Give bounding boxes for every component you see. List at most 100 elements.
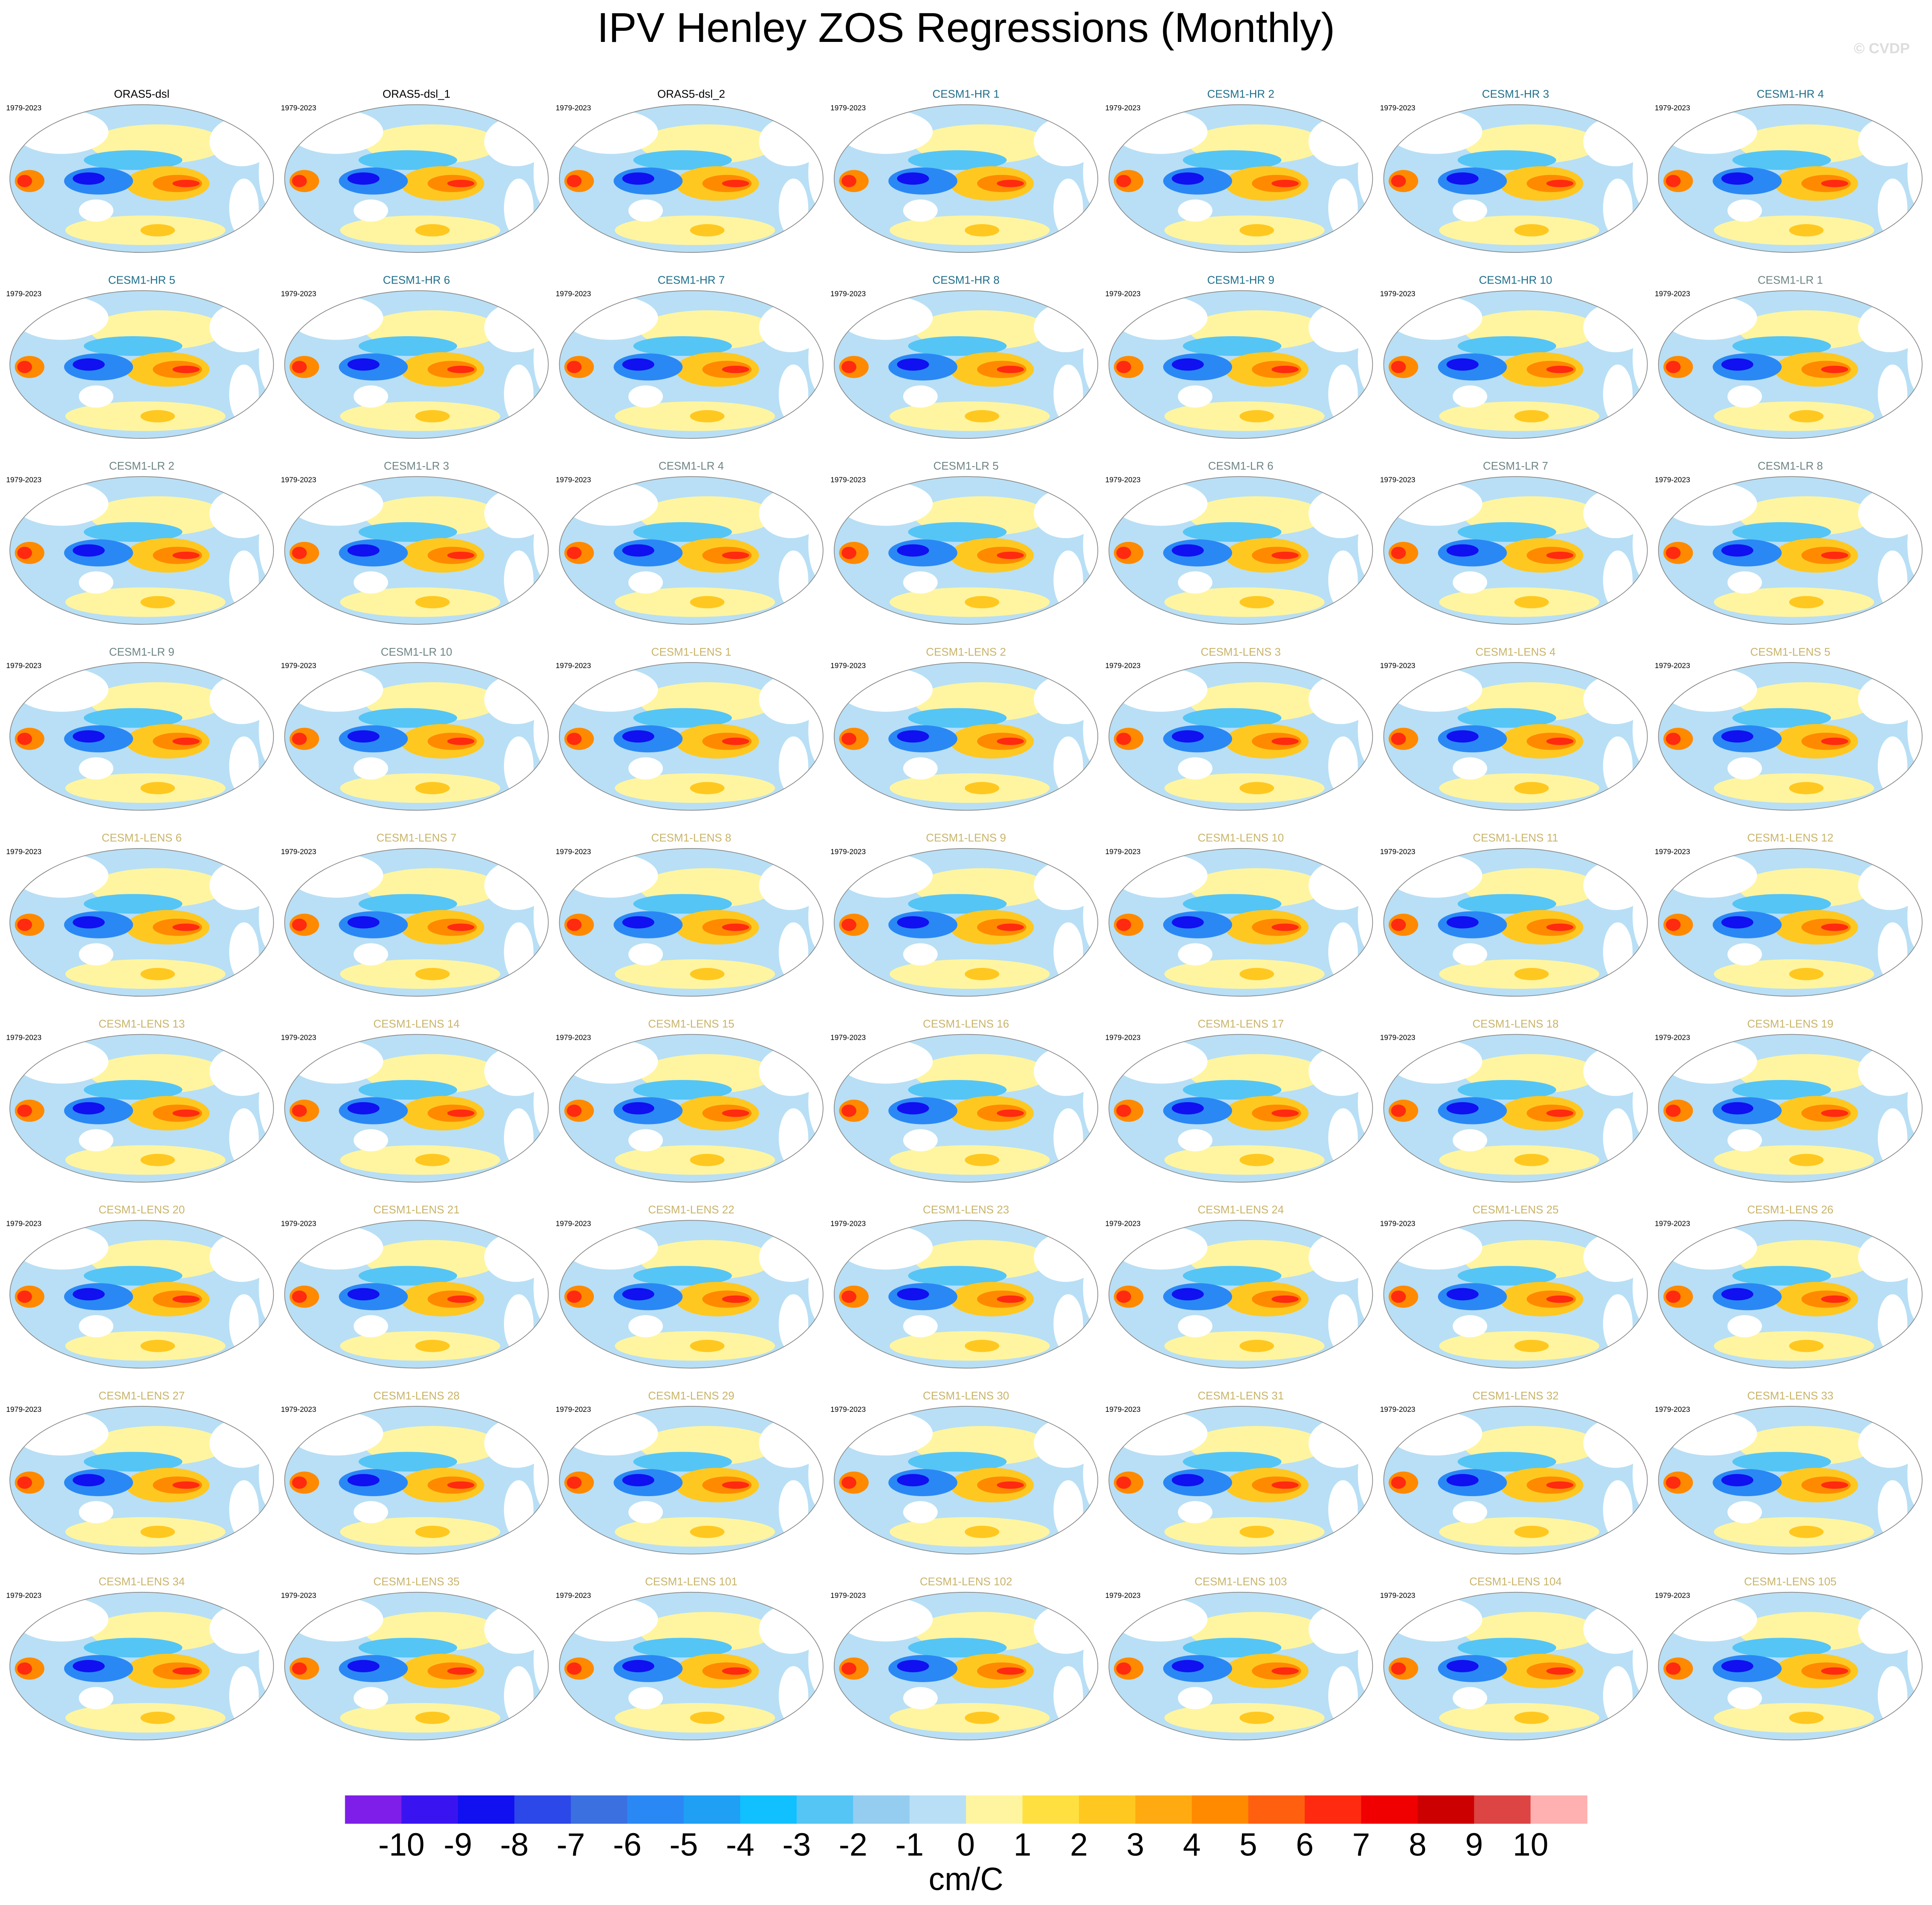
map-panel: CESM1-HR 9 1979-2023 [1105, 274, 1387, 438]
panel-title: ORAS5-dsl_1 [382, 89, 450, 101]
colorbar-box [1022, 1795, 1079, 1824]
map [834, 105, 1113, 252]
colorbar-box [1135, 1795, 1192, 1824]
panel-period: 1979-2023 [1105, 847, 1141, 856]
panel-period: 1979-2023 [6, 475, 41, 484]
panel-period: 1979-2023 [1655, 1591, 1690, 1600]
panel-period: 1979-2023 [830, 847, 866, 856]
panel-title: CESM1-LENS 10 [1197, 832, 1284, 844]
colorbar-box [910, 1795, 966, 1824]
colorbar-box [740, 1795, 797, 1824]
map [284, 663, 563, 810]
colorbar-tick-label: -4 [726, 1826, 755, 1862]
map-panel: CESM1-LENS 20 1979-2023 [6, 1204, 288, 1368]
panel-title: CESM1-LENS 24 [1197, 1204, 1284, 1216]
map [284, 290, 563, 438]
panel-period: 1979-2023 [6, 1405, 41, 1414]
colorbar-tick-label: 8 [1409, 1826, 1427, 1862]
map [1384, 1220, 1662, 1368]
panel-title: CESM1-LENS 9 [926, 832, 1006, 844]
panel-title: CESM1-LENS 104 [1470, 1576, 1562, 1588]
map [10, 476, 288, 624]
map-panel: CESM1-LR 3 1979-2023 [281, 460, 563, 624]
map [560, 1220, 838, 1368]
panel-title: CESM1-LENS 103 [1194, 1576, 1287, 1588]
colorbar-box [853, 1795, 910, 1824]
map-panel: CESM1-LR 7 1979-2023 [1380, 460, 1662, 624]
panel-period: 1979-2023 [1105, 290, 1141, 298]
panel-title: CESM1-LENS 28 [373, 1390, 460, 1402]
map [1109, 476, 1387, 624]
panel-title: CESM1-LENS 5 [1750, 646, 1830, 658]
colorbar-tick-label: -10 [378, 1826, 424, 1862]
panel-period: 1979-2023 [1655, 475, 1690, 484]
panel-period: 1979-2023 [281, 1219, 317, 1228]
map-panel: CESM1-LENS 25 1979-2023 [1380, 1204, 1662, 1368]
panel-period: 1979-2023 [830, 1033, 866, 1042]
colorbar-tick-label: -2 [839, 1826, 868, 1862]
panel-title: CESM1-LENS 13 [98, 1018, 185, 1030]
panel-title: CESM1-LENS 29 [648, 1390, 735, 1402]
panel-period: 1979-2023 [556, 290, 591, 298]
panel-title: CESM1-LR 5 [933, 460, 999, 472]
panel-title: CESM1-LENS 32 [1473, 1390, 1559, 1402]
panel-period: 1979-2023 [830, 661, 866, 670]
map [10, 1220, 288, 1368]
map [1109, 1406, 1387, 1554]
map-panel: CESM1-LENS 16 1979-2023 [830, 1018, 1113, 1182]
map-panel: CESM1-LENS 22 1979-2023 [556, 1204, 838, 1368]
map-panel: CESM1-LENS 1 1979-2023 [556, 646, 838, 811]
panel-title: CESM1-LENS 21 [373, 1204, 460, 1216]
map [10, 290, 288, 438]
map [10, 105, 288, 252]
map-panel: CESM1-LENS 12 1979-2023 [1655, 832, 1932, 997]
panel-title: CESM1-LENS 23 [923, 1204, 1009, 1216]
panel-title: CESM1-LR 9 [109, 646, 175, 658]
panel-period: 1979-2023 [1105, 1033, 1141, 1042]
panel-period: 1979-2023 [1655, 290, 1690, 298]
map-panel: CESM1-LENS 30 1979-2023 [830, 1390, 1113, 1554]
panel-period: 1979-2023 [830, 475, 866, 484]
panel-period: 1979-2023 [1380, 1033, 1416, 1042]
map-panel: CESM1-LENS 32 1979-2023 [1380, 1390, 1662, 1554]
map [1659, 1592, 1932, 1740]
map [1109, 1220, 1387, 1368]
map [10, 1406, 288, 1554]
panel-period: 1979-2023 [556, 1591, 591, 1600]
panel-period: 1979-2023 [1105, 104, 1141, 112]
map [10, 1034, 288, 1182]
panel-period: 1979-2023 [1105, 1405, 1141, 1414]
panel-period: 1979-2023 [1655, 1219, 1690, 1228]
panel-period: 1979-2023 [556, 475, 591, 484]
map-panel: CESM1-LENS 101 1979-2023 [556, 1576, 838, 1740]
panel-title: CESM1-HR 6 [383, 274, 450, 286]
panel-title: CESM1-LENS 18 [1473, 1018, 1559, 1030]
map-panel: CESM1-LENS 34 1979-2023 [6, 1576, 288, 1740]
map [1109, 290, 1387, 438]
map-panel: CESM1-LR 10 1979-2023 [281, 646, 563, 811]
panel-period: 1979-2023 [1655, 1405, 1690, 1414]
map-panel: CESM1-LR 2 1979-2023 [6, 460, 288, 624]
map [1109, 105, 1387, 252]
map-panel: CESM1-LENS 18 1979-2023 [1380, 1018, 1662, 1182]
panel-period: 1979-2023 [1380, 104, 1416, 112]
colorbar-tick-label: 9 [1465, 1826, 1483, 1862]
colorbar-box [627, 1795, 684, 1824]
panel-title: CESM1-LENS 33 [1747, 1390, 1834, 1402]
colorbar-box [1248, 1795, 1305, 1824]
colorbar-box [514, 1795, 572, 1824]
panel-period: 1979-2023 [1380, 847, 1416, 856]
panel-title: CESM1-HR 8 [933, 274, 1000, 286]
colorbar-box [345, 1795, 402, 1824]
map-panel: CESM1-HR 8 1979-2023 [830, 274, 1113, 438]
map [1659, 1406, 1932, 1554]
map [284, 1220, 563, 1368]
panel-period: 1979-2023 [281, 1405, 317, 1414]
colorbar-tick-label: -1 [895, 1826, 924, 1862]
panel-title: CESM1-LENS 2 [926, 646, 1006, 658]
map [834, 1034, 1113, 1182]
panel-period: 1979-2023 [556, 847, 591, 856]
map [10, 1592, 288, 1740]
panel-period: 1979-2023 [6, 1033, 41, 1042]
